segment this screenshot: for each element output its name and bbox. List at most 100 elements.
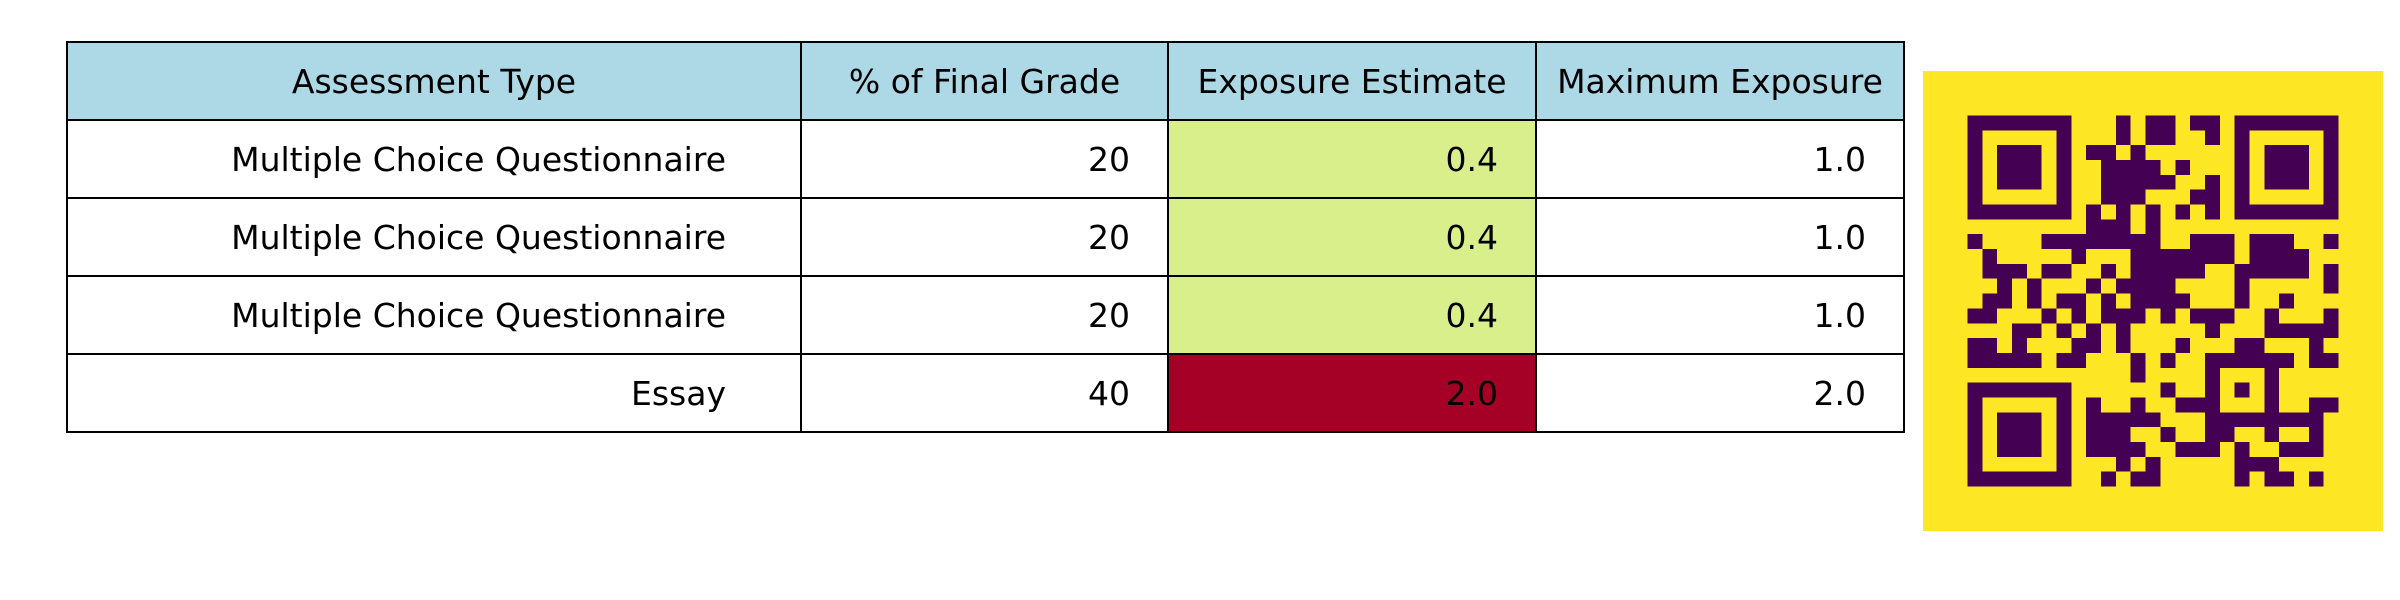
qr-module xyxy=(2293,249,2309,264)
qr-module xyxy=(1967,471,1983,487)
qr-module xyxy=(2026,352,2042,368)
qr-module xyxy=(2026,323,2042,339)
qr-module xyxy=(2234,204,2250,220)
qr-module xyxy=(2279,249,2294,264)
qr-module xyxy=(2026,471,2042,487)
qr-module xyxy=(1967,145,1983,161)
qr-module xyxy=(2204,412,2220,428)
qr-module xyxy=(2308,427,2324,442)
qr-module xyxy=(1967,456,1983,472)
qr-module xyxy=(2012,323,2027,339)
qr-module xyxy=(2115,412,2131,428)
qr-module xyxy=(2249,234,2265,250)
cell-percent-of-final-grade: 40 xyxy=(800,353,1169,433)
qr-module xyxy=(1982,115,1998,131)
qr-module xyxy=(2012,145,2027,161)
qr-module xyxy=(2293,145,2309,161)
qr-module xyxy=(2160,352,2176,368)
qr-code-modules xyxy=(1967,115,2339,487)
qr-module xyxy=(2175,204,2191,220)
cell-exposure-estimate: 0.4 xyxy=(1167,197,1537,277)
qr-module xyxy=(2101,441,2116,457)
qr-module xyxy=(1967,308,1983,324)
qr-module xyxy=(2026,427,2042,442)
qr-module xyxy=(2115,456,2131,472)
cell-maximum-exposure: 1.0 xyxy=(1535,275,1905,355)
qr-module xyxy=(1967,382,1983,398)
qr-module xyxy=(1997,293,2013,309)
qr-module xyxy=(2323,397,2339,413)
qr-module xyxy=(2190,249,2205,264)
qr-module xyxy=(2012,427,2027,442)
qr-module xyxy=(2160,130,2176,146)
qr-module xyxy=(2026,115,2042,131)
qr-module xyxy=(1997,471,2013,487)
qr-module xyxy=(2130,293,2146,309)
qr-module xyxy=(2041,382,2057,398)
qr-module xyxy=(2249,412,2265,428)
qr-module xyxy=(2130,234,2146,250)
qr-module xyxy=(2234,189,2250,205)
cell-exposure-estimate: 0.4 xyxy=(1167,275,1537,355)
qr-module xyxy=(2026,293,2042,309)
qr-module xyxy=(2086,397,2102,413)
qr-module xyxy=(2130,278,2146,294)
qr-module xyxy=(2219,308,2235,324)
qr-module xyxy=(2204,382,2220,398)
cell-percent-of-final-grade: 20 xyxy=(800,197,1169,277)
qr-module xyxy=(2115,338,2131,353)
qr-module xyxy=(2056,456,2072,472)
qr-module xyxy=(2323,130,2339,146)
cell-percent-of-final-grade: 20 xyxy=(800,119,1169,199)
qr-module xyxy=(2086,338,2102,353)
qr-module xyxy=(2249,338,2265,353)
qr-module xyxy=(2115,204,2131,220)
qr-module xyxy=(2264,323,2280,339)
qr-module xyxy=(2279,471,2294,487)
qr-module xyxy=(2012,352,2027,368)
qr-module xyxy=(2056,204,2072,220)
qr-module xyxy=(2056,145,2072,161)
qr-module xyxy=(2249,115,2265,131)
table-row: Multiple Choice Questionnaire 20 0.4 1.0 xyxy=(66,197,1905,277)
qr-module xyxy=(2308,115,2324,131)
qr-module xyxy=(2130,249,2146,264)
qr-module xyxy=(2056,323,2072,339)
qr-module xyxy=(1967,412,1983,428)
qr-module xyxy=(2012,338,2027,353)
qr-module xyxy=(2219,427,2235,442)
qr-module xyxy=(1997,263,2013,279)
table-row: Essay 40 2.0 2.0 xyxy=(66,353,1905,433)
qr-module xyxy=(2041,115,2057,131)
qr-module xyxy=(2012,160,2027,175)
qr-module xyxy=(2279,441,2294,457)
qr-module xyxy=(2308,412,2324,428)
qr-module xyxy=(2012,382,2027,398)
qr-module xyxy=(2086,427,2102,442)
qr-module xyxy=(2219,234,2235,250)
qr-module xyxy=(2204,130,2220,146)
qr-module xyxy=(2012,115,2027,131)
qr-module xyxy=(2279,160,2294,175)
qr-module xyxy=(2012,471,2027,487)
qr-module xyxy=(2160,382,2176,398)
qr-module xyxy=(2145,456,2161,472)
qr-module xyxy=(2293,441,2309,457)
qr-module xyxy=(1982,293,1998,309)
qr-module xyxy=(2234,441,2250,457)
cell-percent-of-final-grade: 20 xyxy=(800,275,1169,355)
qr-module xyxy=(1982,338,1998,353)
qr-module xyxy=(2204,367,2220,383)
qr-module xyxy=(2323,323,2339,339)
qr-module xyxy=(2130,367,2146,383)
qr-module xyxy=(2145,174,2161,190)
qr-module xyxy=(2041,471,2057,487)
qr-module xyxy=(2101,174,2116,190)
qr-module xyxy=(2071,308,2087,324)
qr-module xyxy=(2308,397,2324,413)
qr-module xyxy=(2026,382,2042,398)
qr-module xyxy=(2308,471,2324,487)
qr-module xyxy=(2249,352,2265,368)
qr-module xyxy=(2101,160,2116,175)
cell-assessment-type: Multiple Choice Questionnaire xyxy=(66,119,802,199)
